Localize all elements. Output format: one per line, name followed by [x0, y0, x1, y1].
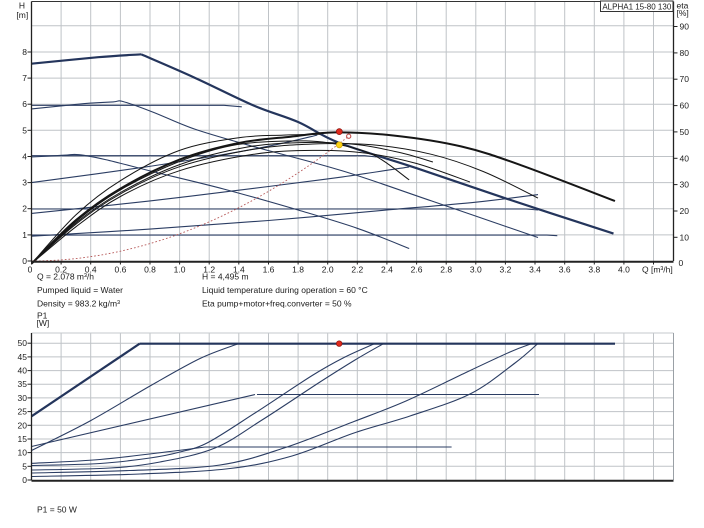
svg-text:1.2: 1.2 — [203, 265, 215, 275]
svg-text:0.8: 0.8 — [144, 265, 156, 275]
svg-text:0.4: 0.4 — [85, 265, 97, 275]
svg-text:Liquid temperature during oper: Liquid temperature during operation = 60… — [202, 285, 368, 295]
svg-text:7: 7 — [22, 73, 27, 83]
svg-text:2: 2 — [22, 204, 27, 214]
svg-text:3: 3 — [22, 178, 27, 188]
svg-text:1.0: 1.0 — [174, 265, 186, 275]
svg-text:20: 20 — [680, 206, 690, 216]
svg-text:[m]: [m] — [16, 10, 28, 20]
svg-text:ALPHA1 15-80 130: ALPHA1 15-80 130 — [602, 2, 671, 11]
svg-text:Density = 983.2 kg/m³: Density = 983.2 kg/m³ — [37, 299, 120, 309]
svg-text:1.4: 1.4 — [233, 265, 245, 275]
svg-text:90: 90 — [680, 22, 690, 32]
svg-text:10: 10 — [18, 448, 28, 458]
svg-text:10: 10 — [680, 232, 690, 242]
svg-text:25: 25 — [18, 407, 28, 417]
svg-text:0: 0 — [22, 256, 27, 266]
svg-text:2.6: 2.6 — [411, 265, 423, 275]
svg-text:50: 50 — [18, 338, 28, 348]
svg-text:H = 4,495 m: H = 4,495 m — [202, 272, 249, 282]
svg-text:70: 70 — [680, 74, 690, 84]
svg-text:0: 0 — [22, 475, 27, 485]
svg-text:Q = 2.078 m³/h: Q = 2.078 m³/h — [37, 272, 94, 282]
svg-text:3.4: 3.4 — [529, 265, 541, 275]
svg-text:30: 30 — [18, 393, 28, 403]
svg-text:30: 30 — [680, 180, 690, 190]
svg-text:3.6: 3.6 — [559, 265, 571, 275]
svg-text:60: 60 — [680, 101, 690, 111]
svg-text:2.2: 2.2 — [351, 265, 363, 275]
svg-text:80: 80 — [680, 48, 690, 58]
svg-text:2.0: 2.0 — [322, 265, 334, 275]
svg-text:0: 0 — [679, 258, 684, 268]
svg-text:[%]: [%] — [677, 8, 689, 18]
svg-text:6: 6 — [22, 99, 27, 109]
svg-text:3.0: 3.0 — [470, 265, 482, 275]
svg-text:4: 4 — [22, 152, 27, 162]
svg-text:eta: eta — [677, 1, 689, 11]
svg-text:50: 50 — [680, 127, 690, 137]
svg-text:45: 45 — [18, 352, 28, 362]
svg-text:4.0: 4.0 — [618, 265, 630, 275]
svg-text:1: 1 — [22, 230, 27, 240]
svg-text:3.2: 3.2 — [499, 265, 511, 275]
svg-text:0: 0 — [28, 265, 33, 275]
svg-text:Eta pump+motor+freq.converter: Eta pump+motor+freq.converter = 50 % — [202, 299, 352, 309]
svg-text:1.8: 1.8 — [292, 265, 304, 275]
svg-text:40: 40 — [680, 153, 690, 163]
svg-text:P1: P1 — [37, 311, 48, 321]
svg-text:5: 5 — [22, 125, 27, 135]
svg-text:Q [m³/h]: Q [m³/h] — [642, 265, 673, 275]
svg-text:0.2: 0.2 — [55, 265, 67, 275]
svg-text:Pumped liquid = Water: Pumped liquid = Water — [37, 285, 123, 295]
svg-text:35: 35 — [18, 379, 28, 389]
svg-text:P1 = 50 W: P1 = 50 W — [37, 505, 77, 515]
svg-text:15: 15 — [18, 434, 28, 444]
svg-text:H: H — [19, 1, 25, 11]
svg-text:1.6: 1.6 — [263, 265, 275, 275]
svg-text:[W]: [W] — [37, 318, 50, 328]
svg-text:3.8: 3.8 — [588, 265, 600, 275]
svg-text:2.4: 2.4 — [381, 265, 393, 275]
svg-text:8: 8 — [22, 47, 27, 57]
svg-text:20: 20 — [18, 420, 28, 430]
svg-text:5: 5 — [22, 461, 27, 471]
svg-text:0.6: 0.6 — [114, 265, 126, 275]
svg-text:40: 40 — [18, 366, 28, 376]
svg-text:2.8: 2.8 — [440, 265, 452, 275]
